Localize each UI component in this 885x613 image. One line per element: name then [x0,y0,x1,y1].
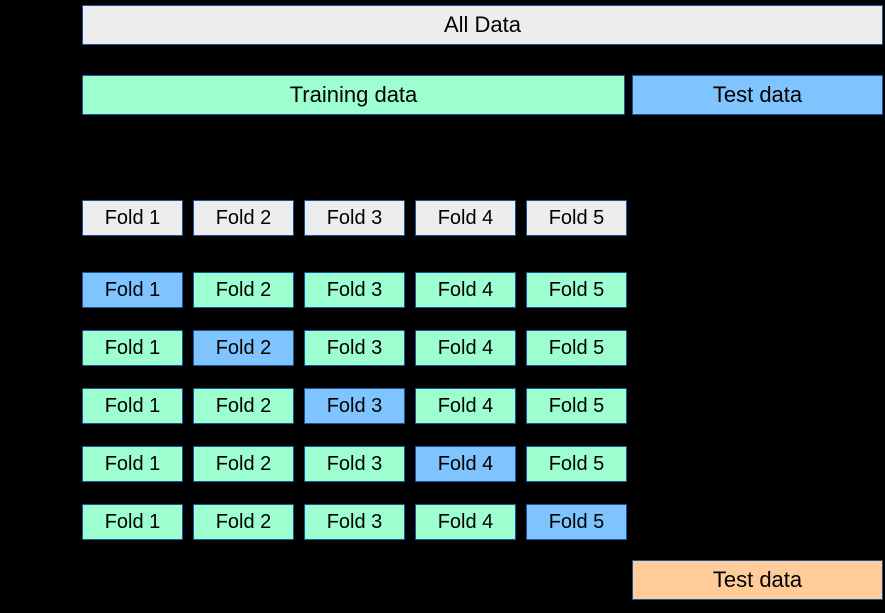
fold-header-row-cell-2: Fold 2 [193,200,294,236]
split-row-3-cell-4-label: Fold 4 [438,395,494,418]
split-row-5-cell-3-label: Fold 3 [327,511,383,534]
split-row-4: Fold 1 Fold 2 Fold 3 Fold 4 Fold 5 [82,446,627,482]
final-test-data-box-label: Test data [713,567,802,593]
split-row-4-cell-2: Fold 2 [193,446,294,482]
split-row-3-cell-3: Fold 3 [304,388,405,424]
split-row-1-cell-3-label: Fold 3 [327,279,383,302]
fold-header-row: Fold 1 Fold 2 Fold 3 Fold 4 Fold 5 [82,200,627,236]
split-row-2-cell-3-label: Fold 3 [327,337,383,360]
training-data-box-label: Training data [290,82,418,108]
fold-header-row-cell-4-label: Fold 4 [438,207,494,230]
split-row-2-cell-3: Fold 3 [304,330,405,366]
test-data-box-label: Test data [713,82,802,108]
fold-header-row-cell-1: Fold 1 [82,200,183,236]
all-data-box: All Data [82,5,883,45]
split-row-4-cell-3: Fold 3 [304,446,405,482]
split-row-1-cell-5: Fold 5 [526,272,627,308]
split-row-1-cell-1: Fold 1 [82,272,183,308]
split-row-2-cell-5: Fold 5 [526,330,627,366]
split-row-1-cell-5-label: Fold 5 [549,279,605,302]
split-row-3-cell-5-label: Fold 5 [549,395,605,418]
split-row-1-cell-4-label: Fold 4 [438,279,494,302]
split-row-2: Fold 1 Fold 2 Fold 3 Fold 4 Fold 5 [82,330,627,366]
split-row-4-cell-4-label: Fold 4 [438,453,494,476]
split-row-1-cell-3: Fold 3 [304,272,405,308]
fold-header-row-cell-3: Fold 3 [304,200,405,236]
fold-header-row-cell-4: Fold 4 [415,200,516,236]
split-row-3-cell-3-label: Fold 3 [327,395,383,418]
all-data-box-label: All Data [444,12,521,38]
split-row-3-cell-2-label: Fold 2 [216,395,272,418]
split-row-2-cell-2: Fold 2 [193,330,294,366]
split-row-5-cell-4-label: Fold 4 [438,511,494,534]
split-row-5-cell-2-label: Fold 2 [216,511,272,534]
split-row-2-cell-4-label: Fold 4 [438,337,494,360]
split-row-5-cell-4: Fold 4 [415,504,516,540]
split-row-5-cell-5-label: Fold 5 [549,511,605,534]
split-row-1: Fold 1 Fold 2 Fold 3 Fold 4 Fold 5 [82,272,627,308]
split-row-2-cell-1-label: Fold 1 [105,337,161,360]
split-row-1-cell-4: Fold 4 [415,272,516,308]
final-test-data-box: Test data [632,560,883,600]
split-row-1-cell-2: Fold 2 [193,272,294,308]
split-row-5-cell-5: Fold 5 [526,504,627,540]
fold-header-row-cell-5-label: Fold 5 [549,207,605,230]
split-row-3-cell-5: Fold 5 [526,388,627,424]
split-row-5-cell-1-label: Fold 1 [105,511,161,534]
split-row-1-cell-2-label: Fold 2 [216,279,272,302]
split-row-4-cell-1: Fold 1 [82,446,183,482]
training-data-box: Training data [82,75,625,115]
split-row-1-cell-1-label: Fold 1 [105,279,161,302]
split-row-2-cell-2-label: Fold 2 [216,337,272,360]
test-data-box: Test data [632,75,883,115]
fold-header-row-cell-1-label: Fold 1 [105,207,161,230]
split-row-4-cell-5: Fold 5 [526,446,627,482]
split-row-2-cell-1: Fold 1 [82,330,183,366]
split-row-3: Fold 1 Fold 2 Fold 3 Fold 4 Fold 5 [82,388,627,424]
split-row-2-cell-4: Fold 4 [415,330,516,366]
fold-header-row-cell-3-label: Fold 3 [327,207,383,230]
split-row-5-cell-2: Fold 2 [193,504,294,540]
split-row-3-cell-2: Fold 2 [193,388,294,424]
split-row-5-cell-1: Fold 1 [82,504,183,540]
fold-header-row-cell-2-label: Fold 2 [216,207,272,230]
fold-header-row-cell-5: Fold 5 [526,200,627,236]
split-row-4-cell-2-label: Fold 2 [216,453,272,476]
split-row-2-cell-5-label: Fold 5 [549,337,605,360]
split-row-4-cell-1-label: Fold 1 [105,453,161,476]
split-row-4-cell-3-label: Fold 3 [327,453,383,476]
split-row-3-cell-1-label: Fold 1 [105,395,161,418]
split-row-3-cell-1: Fold 1 [82,388,183,424]
split-row-4-cell-5-label: Fold 5 [549,453,605,476]
split-row-5: Fold 1 Fold 2 Fold 3 Fold 4 Fold 5 [82,504,627,540]
split-row-5-cell-3: Fold 3 [304,504,405,540]
split-row-3-cell-4: Fold 4 [415,388,516,424]
split-row-4-cell-4: Fold 4 [415,446,516,482]
